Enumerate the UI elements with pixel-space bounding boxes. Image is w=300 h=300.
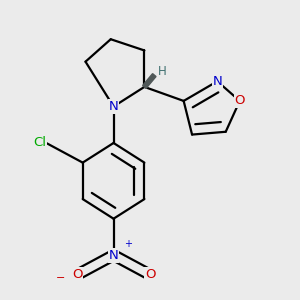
- Text: O: O: [145, 268, 155, 281]
- Text: N: N: [109, 100, 118, 113]
- Text: Cl: Cl: [33, 136, 46, 149]
- Text: O: O: [235, 94, 245, 107]
- Text: O: O: [72, 268, 82, 281]
- Text: −: −: [56, 273, 65, 283]
- Text: H: H: [158, 65, 167, 78]
- Text: N: N: [109, 249, 118, 262]
- Text: N: N: [212, 75, 222, 88]
- Text: +: +: [124, 239, 132, 249]
- Polygon shape: [143, 74, 156, 88]
